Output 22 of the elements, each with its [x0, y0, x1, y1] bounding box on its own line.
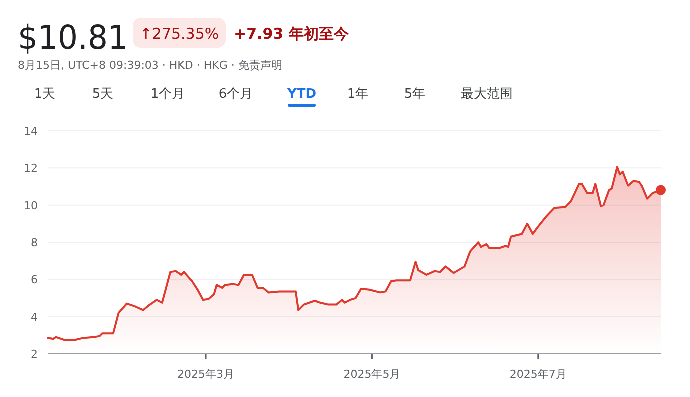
text: +7.93 年初至今 — [234, 25, 350, 43]
x-tick-label: 2025年3月 — [178, 368, 235, 381]
text: 1年 — [347, 87, 369, 102]
x-tick-label: 2025年7月 — [510, 368, 567, 381]
text: 1天 — [34, 87, 56, 102]
x-tick-label: 2025年5月 — [344, 368, 401, 381]
text: YTD — [286, 87, 317, 102]
y-tick-label: 10 — [24, 199, 38, 212]
y-tick-label: 2 — [31, 348, 38, 361]
title: $10.81 — [18, 18, 134, 57]
change-badge: ↑275.35% — [133, 18, 226, 48]
text: 5天 — [92, 87, 114, 102]
y-tick-label: 14 — [24, 125, 38, 138]
y-tick-label: 8 — [31, 236, 38, 250]
y-tick-label: 12 — [24, 162, 38, 176]
chart-subtitle: 8月15日, UTC+8 09:39:03 · HKD · HKG · 免责声明 — [18, 59, 282, 72]
text: 5年 — [404, 87, 426, 102]
y-tick-label: 6 — [31, 274, 38, 287]
text: 1个月 — [150, 87, 186, 102]
text: 6个月 — [218, 87, 254, 102]
text: 最大范围 — [461, 87, 513, 102]
y-tick-label: 4 — [31, 310, 38, 324]
